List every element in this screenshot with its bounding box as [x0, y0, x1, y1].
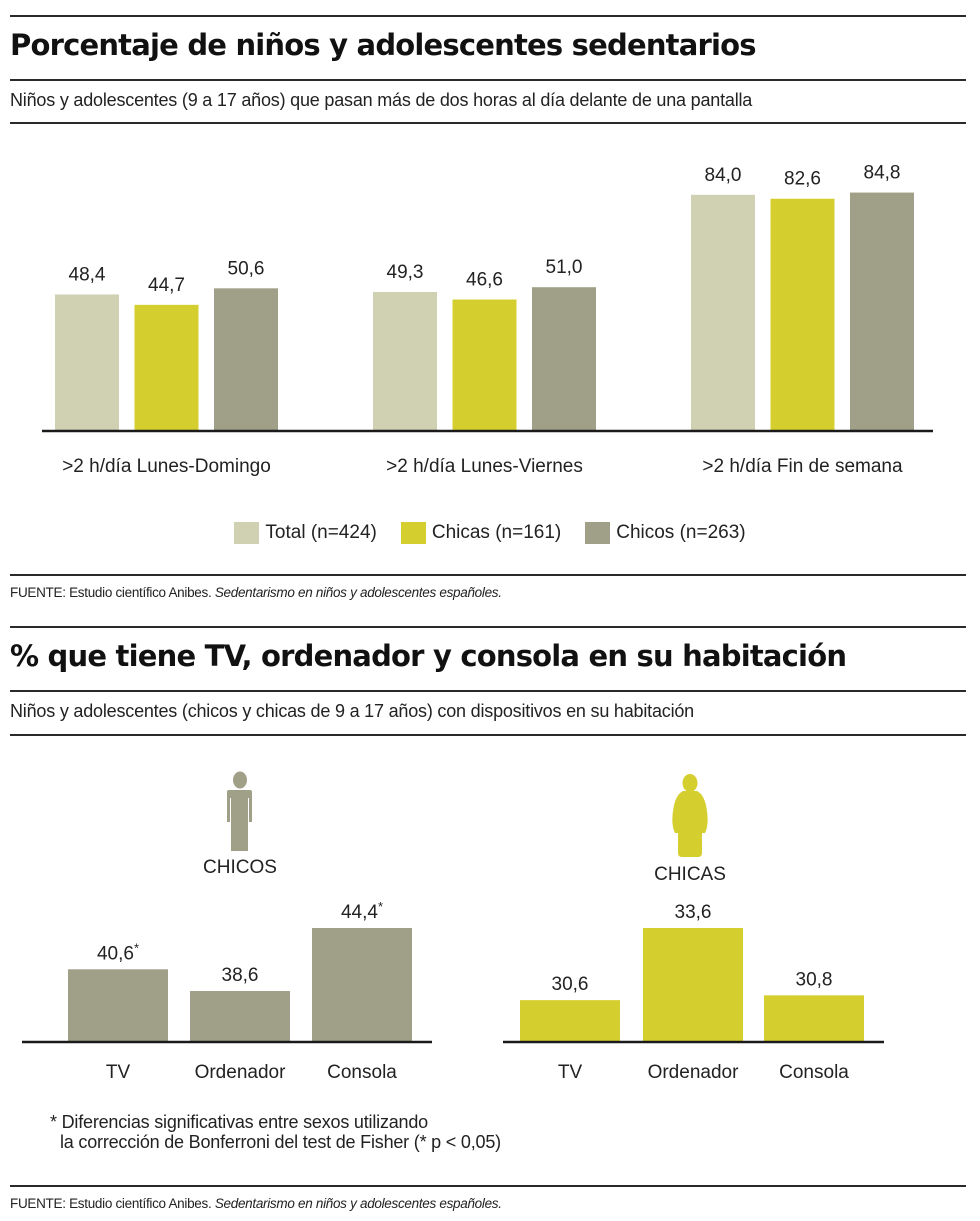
chart1-title: Porcentaje de niños y adolescentes seden…: [10, 28, 757, 62]
source2-prefix: FUENTE: Estudio científico Anibes.: [10, 1196, 215, 1211]
legend-swatch-chicas: [400, 522, 426, 544]
data-label-chicos-0: 40,6*: [97, 940, 139, 964]
significance-footnote: * Diferencias significativas entre sexos…: [50, 1112, 501, 1152]
data-label-chicas-2: 82,6: [784, 169, 821, 190]
section2-title-rule: [10, 690, 966, 692]
bar-total-0: [55, 294, 119, 430]
legend-label-total: Total (n=424): [265, 522, 377, 543]
legend-item-total: Total (n=424): [234, 522, 377, 544]
sedentary-bar-chart: 48,4 49,3 84,0 44,7 46,6 82,6 50,6 51,0 84,8 >2 h…: [42, 163, 933, 477]
chart1-subtitle: Niños y adolescentes (9 a 17 años) que p…: [10, 90, 753, 110]
x-tick-label-chicas-0: TV: [558, 1062, 583, 1083]
bar-chicos-2: [850, 192, 914, 430]
data-label-chicas-0: 30,6: [552, 974, 589, 995]
data-label-chicos-2: 44,4*: [341, 899, 383, 923]
source2-title: Sedentarismo en niños y adolescentes esp…: [214, 1196, 502, 1211]
bar-total-1: [373, 291, 437, 430]
legend-swatch-total: [234, 522, 260, 544]
data-label-chicas-1: 46,6: [466, 270, 503, 291]
x-tick-label-0: >2 h/día Lunes-Domingo: [62, 456, 271, 477]
x-tick-label-chicas-2: Consola: [779, 1062, 849, 1083]
bar-chicas-0: [134, 304, 199, 430]
x-tick-label-chicos-0: TV: [106, 1062, 131, 1083]
bar-chicas-consola: [764, 995, 864, 1041]
x-tick-label-1: >2 h/día Lunes-Viernes: [386, 456, 583, 477]
data-label-total-2: 84,0: [705, 165, 742, 186]
data-label-chicas-2: 30,8: [796, 969, 833, 990]
bar-chicos-ordenador: [190, 991, 290, 1041]
bar-total-2: [691, 194, 755, 430]
source1-prefix: FUENTE: Estudio científico Anibes.: [10, 585, 215, 600]
title-rule: [10, 79, 966, 81]
girl-figure-icon: [672, 774, 708, 857]
bar-chicos-1: [532, 287, 596, 430]
data-label-chicos-1: 38,6: [222, 965, 259, 986]
section2-subtitle-rule: [10, 734, 966, 736]
bar-chicos-consola: [312, 928, 412, 1041]
source1-rule: [10, 574, 966, 576]
data-label-chicos-2: 84,8: [864, 163, 901, 184]
bar-chicas-ordenador: [643, 928, 743, 1041]
panel-title-chicas: CHICAS: [654, 864, 726, 885]
panel-title-chicos: CHICOS: [203, 857, 277, 878]
legend-swatch-chicos: [585, 522, 611, 544]
data-label-chicas-1: 33,6: [675, 902, 712, 923]
bar-chicas-1: [452, 299, 517, 430]
subtitle-rule: [10, 122, 966, 124]
chart1-legend: Total (n=424) Chicas (n=161) Chicos (n=2…: [0, 522, 980, 544]
data-label-chicos-0: 50,6: [228, 258, 265, 279]
data-label-total-1: 49,3: [387, 262, 424, 283]
footnote-line-2: la corrección de Bonferroni del test de …: [60, 1132, 501, 1152]
chart2-title: % que tiene TV, ordenador y consola en s…: [10, 639, 847, 673]
x-tick-label-chicas-1: Ordenador: [648, 1062, 740, 1083]
chart2-subtitle: Niños y adolescentes (chicos y chicas de…: [10, 701, 694, 721]
chart1-source: FUENTE: Estudio científico Anibes. Seden…: [10, 585, 502, 600]
boy-figure-icon: [227, 771, 252, 851]
bar-chicas-tv: [520, 1000, 620, 1041]
source2-rule: [10, 1185, 966, 1187]
source1-title: Sedentarismo en niños y adolescentes esp…: [214, 585, 502, 600]
legend-label-chicas: Chicas (n=161): [431, 522, 562, 543]
data-label-total-0: 48,4: [69, 264, 106, 285]
legend-item-chicos: Chicos (n=263): [585, 522, 746, 544]
data-label-chicos-1: 51,0: [546, 257, 583, 278]
x-tick-label-chicos-2: Consola: [327, 1062, 397, 1083]
data-label-chicas-0: 44,7: [148, 275, 185, 296]
footnote-line-1: * Diferencias significativas entre sexos…: [50, 1112, 428, 1132]
section2-top-rule: [10, 626, 966, 628]
x-tick-label-2: >2 h/día Fin de semana: [702, 456, 903, 477]
bar-chicos-tv: [68, 969, 168, 1041]
top-rule: [10, 15, 966, 17]
legend-item-chicas: Chicas (n=161): [400, 522, 562, 544]
x-tick-label-chicos-1: Ordenador: [195, 1062, 287, 1083]
bar-chicas-2: [770, 198, 835, 430]
bar-chicos-0: [214, 288, 278, 430]
chart2-source: FUENTE: Estudio científico Anibes. Seden…: [10, 1196, 502, 1211]
legend-label-chicos: Chicos (n=263): [616, 522, 746, 543]
